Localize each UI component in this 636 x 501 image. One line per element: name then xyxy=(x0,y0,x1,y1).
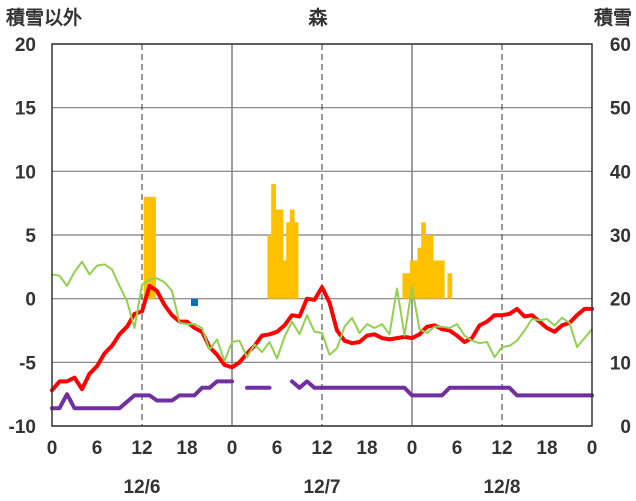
grid xyxy=(52,43,592,427)
date-label: 12/7 xyxy=(304,477,341,498)
snow-bar xyxy=(428,235,434,299)
x-tick-label: 0 xyxy=(407,438,418,459)
snow-bar xyxy=(413,260,419,299)
x-tick-label: 18 xyxy=(356,438,377,459)
plot-frame xyxy=(51,43,593,427)
bar-series xyxy=(143,184,453,299)
x-tick-label: 12 xyxy=(491,438,512,459)
right-tick-label: 30 xyxy=(610,226,631,247)
right-tick-label: 60 xyxy=(610,35,631,56)
left-tick-label: 5 xyxy=(25,226,36,247)
chart-title: 森 xyxy=(308,6,328,29)
x-tick-label: 6 xyxy=(452,438,463,459)
left-tick-label: 15 xyxy=(15,99,37,120)
snow-bar xyxy=(293,222,299,299)
snow-bar xyxy=(151,196,156,299)
snow-bar xyxy=(406,273,411,299)
snow-bar xyxy=(267,235,273,299)
snow-bar xyxy=(447,273,453,299)
snow-bar xyxy=(282,260,288,299)
snow-bar xyxy=(432,260,438,299)
right-tick-label: 20 xyxy=(610,290,631,311)
snow-bar xyxy=(436,260,441,299)
snow-bar xyxy=(289,209,295,299)
right-tick-label: 0 xyxy=(620,417,631,438)
blue-marker xyxy=(191,298,198,306)
snow-bar xyxy=(274,209,280,299)
snow-bar xyxy=(271,184,276,299)
x-tick-label: 18 xyxy=(536,438,557,459)
date-label: 12/8 xyxy=(484,477,521,498)
right-tick-label: 40 xyxy=(610,162,631,183)
snow-bar xyxy=(439,260,445,299)
x-tick-label: 6 xyxy=(272,438,283,459)
left-tick-label: 0 xyxy=(25,290,36,311)
right-tick-label: 50 xyxy=(610,99,631,120)
right-tick-label: 10 xyxy=(610,353,631,374)
left-tick-label: -10 xyxy=(9,417,36,438)
snow-bar xyxy=(424,235,430,299)
snow-bar xyxy=(409,260,415,299)
snow-bar xyxy=(286,222,291,299)
line-series xyxy=(50,260,594,411)
left-axis-label: 積雪以外 xyxy=(6,6,82,29)
x-tick-label: 12 xyxy=(311,438,332,459)
snow-bar xyxy=(402,273,408,299)
snow-bar xyxy=(147,196,153,299)
date-label: 12/6 xyxy=(124,477,161,498)
snow-bar xyxy=(417,247,423,299)
left-tick-label: 10 xyxy=(15,162,36,183)
right-axis-label: 積雪 xyxy=(594,6,632,29)
x-tick-label: 0 xyxy=(47,438,58,459)
snow-bar xyxy=(421,222,426,299)
x-tick-label: 0 xyxy=(587,438,598,459)
left-tick-label: -5 xyxy=(19,353,36,374)
red-line xyxy=(50,283,594,393)
snow-bar xyxy=(143,196,149,299)
purple-line xyxy=(50,379,234,411)
purple-line xyxy=(290,379,594,398)
left-tick-label: 20 xyxy=(15,35,36,56)
x-tick-label: 18 xyxy=(176,438,197,459)
snow-bar xyxy=(278,209,284,299)
x-tick-label: 6 xyxy=(92,438,103,459)
green-line xyxy=(51,260,593,363)
x-tick-label: 0 xyxy=(227,438,238,459)
x-tick-label: 12 xyxy=(131,438,152,459)
